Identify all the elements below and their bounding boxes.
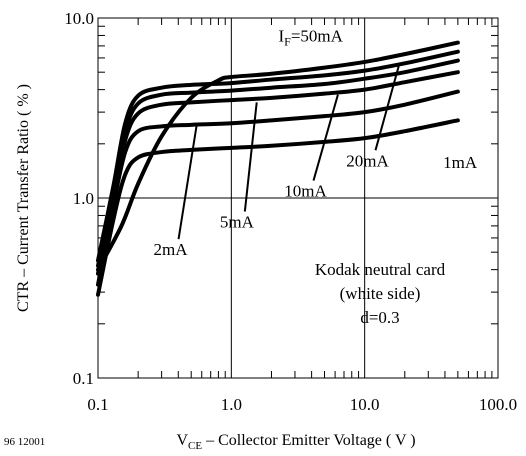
y-tick-label: 1.0 xyxy=(73,189,94,208)
curve-label-2mA: 2mA xyxy=(154,240,189,259)
leader-line-2mA xyxy=(177,124,198,240)
x-tick-label: 100.0 xyxy=(479,395,517,414)
x-tick-labels: 0.1 1.0 10.0 100.0 xyxy=(87,395,517,414)
series-line-1mA xyxy=(96,118,460,297)
annotation-line: (white side) xyxy=(340,284,421,303)
curve-label-main: I xyxy=(278,26,284,45)
figure-id: 96 12001 xyxy=(4,436,45,448)
annotation-line: Kodak neutral card xyxy=(315,260,446,279)
annotation-line: d=0.3 xyxy=(360,308,399,327)
x-tick-label: 10.0 xyxy=(350,395,380,414)
y-axis-label: CTR – Current Transfer Ratio ( % ) xyxy=(15,84,32,312)
y-tick-labels: 0.1 1.0 10.0 xyxy=(64,9,94,388)
minor-ticks xyxy=(98,18,498,378)
plot-frame xyxy=(97,17,499,379)
series-line-5mA xyxy=(96,70,460,276)
series-line-50mA xyxy=(96,40,460,272)
curve-label-20mA: 20mA xyxy=(346,151,389,170)
annotation-block: Kodak neutral card (white side) d=0.3 xyxy=(315,260,446,327)
x-tick-label: 0.1 xyxy=(87,395,108,414)
series-line-20mA xyxy=(96,49,460,263)
x-axis-label-sub: CE xyxy=(188,440,202,452)
x-axis-label-rest: – Collector Emitter Voltage ( V ) xyxy=(202,432,415,449)
curve-labels: IF=50mA 20mA 10mA 5mA 2mA 1mA xyxy=(154,26,478,259)
leader-line-5mA xyxy=(243,102,258,212)
curve-label-rest: =50mA xyxy=(291,26,344,45)
x-axis-label: VCE – Collector Emitter Voltage ( V ) xyxy=(176,432,415,452)
curve-label-50mA: IF=50mA xyxy=(278,26,343,48)
leader-lines xyxy=(177,65,400,240)
y-tick-label: 10.0 xyxy=(64,9,94,28)
curve-label-5mA: 5mA xyxy=(220,213,255,232)
series-layer xyxy=(96,40,460,297)
series-line-2mA xyxy=(96,89,460,287)
curve-label-10mA: 10mA xyxy=(284,182,327,201)
x-axis-label-main: V xyxy=(176,432,188,449)
y-tick-label: 0.1 xyxy=(73,369,94,388)
x-tick-label: 1.0 xyxy=(221,395,242,414)
leader-line-20mA xyxy=(374,65,400,151)
leader-line-10mA xyxy=(312,94,339,181)
curve-label-1mA: 1mA xyxy=(443,153,478,172)
curve-label-sub: F xyxy=(284,34,291,48)
